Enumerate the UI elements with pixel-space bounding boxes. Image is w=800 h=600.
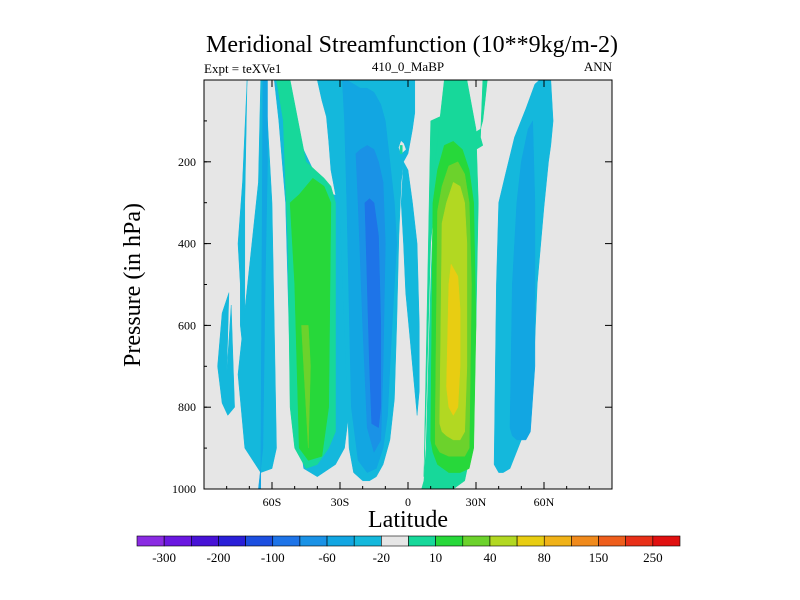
x-tick-label: 0: [405, 495, 411, 509]
colorbar-label: -200: [207, 550, 231, 565]
y-tick-label: 400: [178, 237, 196, 251]
colorbar-swatch: [299, 535, 328, 547]
colorbar-swatch: [381, 535, 409, 547]
colorbar-swatch: [435, 535, 464, 547]
x-tick-label: 30S: [331, 495, 350, 509]
colorbar-swatch: [408, 535, 436, 547]
colorbar-label: 250: [643, 550, 663, 565]
x-axis: 60S 30S 0 30N 60N: [203, 80, 613, 509]
colorbar-label: 40: [483, 550, 496, 565]
colorbar-label: 80: [538, 550, 551, 565]
colorbar-label: -300: [152, 550, 176, 565]
y-tick-label: 200: [178, 155, 196, 169]
colorbar-swatch: [543, 535, 572, 547]
experiment-label: Expt = teXVe1: [204, 61, 281, 76]
contour-region: [446, 263, 461, 416]
x-axis-title: Latitude: [368, 507, 448, 533]
period-label: 410_0_MaBP: [372, 59, 444, 74]
chart-title: Meridional Streamfunction (10**9kg/m-2): [206, 32, 618, 58]
colorbar-swatch: [326, 535, 355, 547]
colorbar-swatch: [571, 535, 599, 547]
colorbar: -300 -200 -100 -60 -20 10 40 80 150 250: [136, 535, 681, 565]
y-axis-title: Pressure (in hPa): [120, 203, 146, 367]
contour-region: [400, 160, 420, 416]
plot-area: [203, 79, 613, 490]
colorbar-swatch: [462, 535, 491, 547]
colorbar-swatch: [218, 535, 246, 547]
y-axis: 200 400 600 800 1000: [172, 120, 612, 496]
x-tick-label: 60S: [263, 495, 282, 509]
contour-region: [289, 177, 332, 461]
x-tick-label: 60N: [534, 495, 555, 509]
colorbar-swatch: [489, 535, 518, 547]
colorbar-label: -60: [318, 550, 335, 565]
colorbar-swatch: [191, 535, 219, 547]
colorbar-swatch: [625, 535, 654, 547]
season-label: ANN: [584, 59, 613, 74]
colorbar-swatch: [652, 535, 681, 547]
contour-fill-layer: [217, 79, 554, 490]
colorbar-swatch: [245, 535, 274, 547]
contour-region: [301, 325, 311, 449]
y-tick-label: 800: [178, 400, 196, 414]
y-tick-label: 600: [178, 318, 196, 332]
colorbar-swatch: [272, 535, 301, 547]
colorbar-swatch: [516, 535, 545, 547]
x-tick-label: 30N: [466, 495, 487, 509]
colorbar-label: -100: [261, 550, 285, 565]
colorbar-label: 10: [429, 550, 442, 565]
colorbar-label: -20: [373, 550, 390, 565]
y-tick-label: 1000: [172, 482, 196, 496]
contour-region: [364, 198, 382, 429]
colorbar-label: 150: [589, 550, 609, 565]
colorbar-swatch: [136, 535, 165, 547]
colorbar-swatch: [353, 535, 382, 547]
colorbar-swatch: [163, 535, 192, 547]
contour-region: [509, 119, 536, 441]
contour-region: [217, 292, 235, 416]
colorbar-swatch: [598, 535, 626, 547]
contour-region: [399, 145, 403, 154]
